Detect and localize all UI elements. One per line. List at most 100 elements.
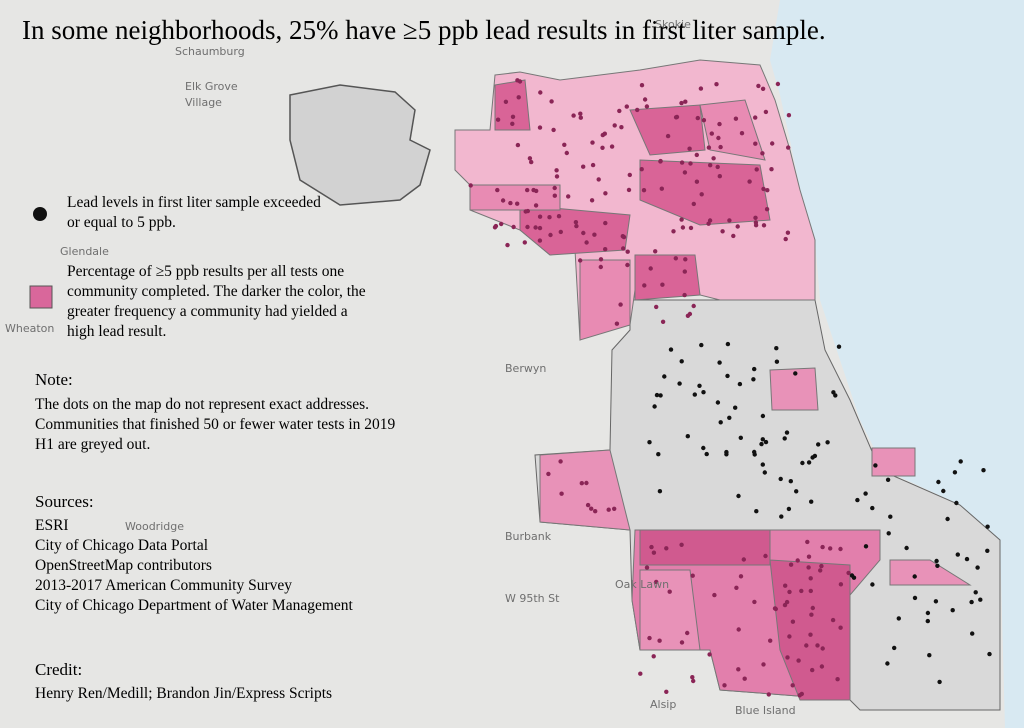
lead-dot [766, 692, 771, 697]
lead-dot [537, 225, 543, 231]
lead-dot [950, 608, 955, 613]
lead-dot [649, 544, 654, 550]
legend-line: community completed. The darker the colo… [67, 283, 366, 300]
legend-line: high lead result. [67, 323, 167, 340]
lead-dot [510, 114, 516, 120]
lead-dot [718, 144, 723, 150]
lead-dot [559, 491, 564, 496]
lead-dot [505, 242, 510, 248]
legend-swatch [29, 285, 53, 309]
lead-dot [590, 162, 596, 168]
lead-dot [808, 576, 813, 581]
lead-dot [752, 449, 757, 455]
lead-dot [606, 507, 611, 512]
lead-dot [888, 514, 893, 519]
legend-line: or equal to 5 ppb. [67, 214, 176, 231]
lead-dot [733, 116, 739, 121]
lead-dot [799, 588, 804, 594]
lead-dot [717, 174, 722, 179]
lead-dot [737, 381, 743, 387]
lead-dot [933, 599, 939, 604]
lead-dot [934, 558, 939, 564]
lead-dot [562, 142, 567, 147]
lead-dot [699, 192, 704, 197]
lead-dot [738, 435, 743, 440]
lead-dot [691, 678, 696, 684]
lead-dot [720, 229, 725, 234]
lead-dot [625, 262, 630, 268]
lead-dot [790, 683, 795, 688]
lead-dot [525, 224, 530, 230]
lead-dot [945, 516, 950, 522]
lead-dot [985, 524, 990, 529]
lead-dot [619, 125, 624, 130]
lead-dot [578, 111, 583, 116]
lead-dot [782, 436, 787, 441]
lead-dot [772, 606, 778, 611]
note-line: H1 are greyed out. [35, 436, 151, 453]
lead-dot [673, 256, 678, 261]
lead-dot [621, 246, 626, 251]
lead-dot [614, 321, 620, 326]
ohare-area [289, 84, 431, 206]
lead-dot [954, 500, 959, 506]
lead-dot [641, 188, 647, 193]
map-label: Berwyn [505, 362, 547, 375]
map-label: Blue Island [735, 704, 796, 717]
legend-line: Percentage of ≥5 ppb results per all tes… [67, 263, 345, 280]
lead-dot [741, 557, 746, 562]
lead-dot [511, 224, 516, 230]
lead-dot [838, 582, 844, 587]
lead-dot [683, 257, 688, 262]
lead-dot [691, 201, 696, 207]
lead-dot [752, 599, 757, 605]
lead-dot [704, 451, 709, 457]
lead-dot [529, 159, 534, 165]
lead-dot [468, 183, 473, 188]
lead-dot [819, 664, 825, 669]
lead-dot [642, 283, 647, 288]
lead-dot [751, 377, 756, 382]
lead-dot [761, 223, 767, 228]
lead-dot [820, 544, 825, 550]
lead-dot [653, 249, 658, 254]
lead-dot [818, 568, 823, 573]
lead-dot [688, 161, 693, 166]
legend-line: Lead levels in first liter sample exceed… [67, 194, 321, 211]
lead-dot [787, 634, 792, 639]
lead-dot [525, 187, 530, 193]
lead-dot [819, 563, 824, 569]
map-label: W 95th St [505, 592, 560, 605]
map-label: Schaumburg [175, 45, 245, 58]
lead-dot [589, 198, 595, 203]
lead-dot [788, 479, 793, 484]
lead-dot [579, 481, 584, 486]
lead-dot [537, 214, 543, 219]
lead-dot [698, 86, 704, 91]
lead-dot [742, 676, 747, 681]
lead-dot [600, 132, 605, 138]
lead-dot [581, 230, 586, 236]
lead-dot [760, 86, 766, 92]
lead-dot [820, 646, 825, 651]
lead-dot [533, 225, 538, 230]
lead-dot [815, 643, 820, 648]
lead-dot [936, 479, 941, 485]
credit-heading: Credit: [35, 660, 83, 679]
lead-dot [679, 542, 684, 547]
lead-dot [593, 509, 598, 514]
lead-dot [581, 164, 586, 169]
lead-dot [765, 188, 770, 193]
lead-dot [870, 505, 875, 511]
note-heading: Note: [35, 370, 73, 389]
lead-dot [664, 546, 669, 551]
lead-dot [573, 220, 579, 225]
lead-dot [644, 565, 650, 570]
note-line: Communities that finished 50 or fewer wa… [35, 416, 396, 433]
lead-dot [574, 223, 579, 229]
lead-dot [786, 113, 792, 118]
lead-dot [685, 313, 691, 318]
note-text: The dots on the map do not represent exa… [35, 395, 395, 455]
lead-dot [925, 618, 930, 624]
